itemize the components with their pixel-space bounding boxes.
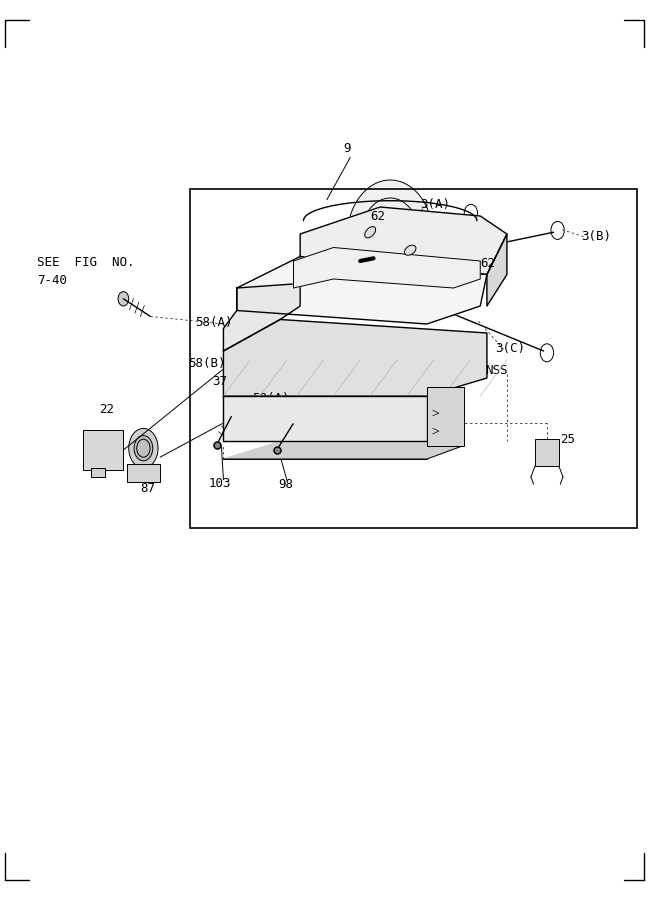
Text: 58(A): 58(A) <box>195 316 232 328</box>
Polygon shape <box>223 284 300 351</box>
Text: 58(A): 58(A) <box>252 392 289 405</box>
Circle shape <box>129 428 158 468</box>
Circle shape <box>134 436 153 461</box>
Text: 62: 62 <box>370 210 385 222</box>
Circle shape <box>347 180 434 297</box>
Polygon shape <box>293 248 480 288</box>
Circle shape <box>98 438 115 462</box>
Bar <box>127 464 160 482</box>
Polygon shape <box>223 320 487 396</box>
Bar <box>190 189 637 528</box>
Ellipse shape <box>365 227 376 238</box>
Text: 7-40: 7-40 <box>37 274 67 287</box>
Text: 62: 62 <box>480 257 495 270</box>
Circle shape <box>345 398 376 439</box>
Text: 3(C): 3(C) <box>495 342 525 355</box>
Circle shape <box>251 398 282 439</box>
Text: 58(B): 58(B) <box>188 357 225 370</box>
Polygon shape <box>300 207 507 274</box>
Text: 22: 22 <box>99 403 114 416</box>
Circle shape <box>301 245 319 268</box>
Circle shape <box>118 292 129 306</box>
Text: 3(B): 3(B) <box>582 230 612 243</box>
Text: SEE  FIG  NO.: SEE FIG NO. <box>37 256 134 269</box>
Bar <box>535 439 559 466</box>
Text: 9: 9 <box>343 142 351 155</box>
Text: NSS: NSS <box>486 364 508 377</box>
Polygon shape <box>237 256 487 324</box>
Circle shape <box>238 294 255 318</box>
Polygon shape <box>223 396 464 459</box>
FancyBboxPatch shape <box>83 430 123 470</box>
Circle shape <box>302 232 331 272</box>
Text: 3(A): 3(A) <box>420 198 450 211</box>
Text: 98: 98 <box>278 478 293 491</box>
Text: 87: 87 <box>141 482 155 495</box>
Text: 25: 25 <box>560 433 575 446</box>
Polygon shape <box>223 396 427 441</box>
Polygon shape <box>487 234 507 306</box>
Text: 103: 103 <box>209 477 231 490</box>
Ellipse shape <box>404 245 416 256</box>
Circle shape <box>382 228 398 249</box>
Bar <box>91 468 105 477</box>
Text: 37: 37 <box>212 375 227 388</box>
Bar <box>427 387 464 446</box>
Circle shape <box>298 398 329 439</box>
